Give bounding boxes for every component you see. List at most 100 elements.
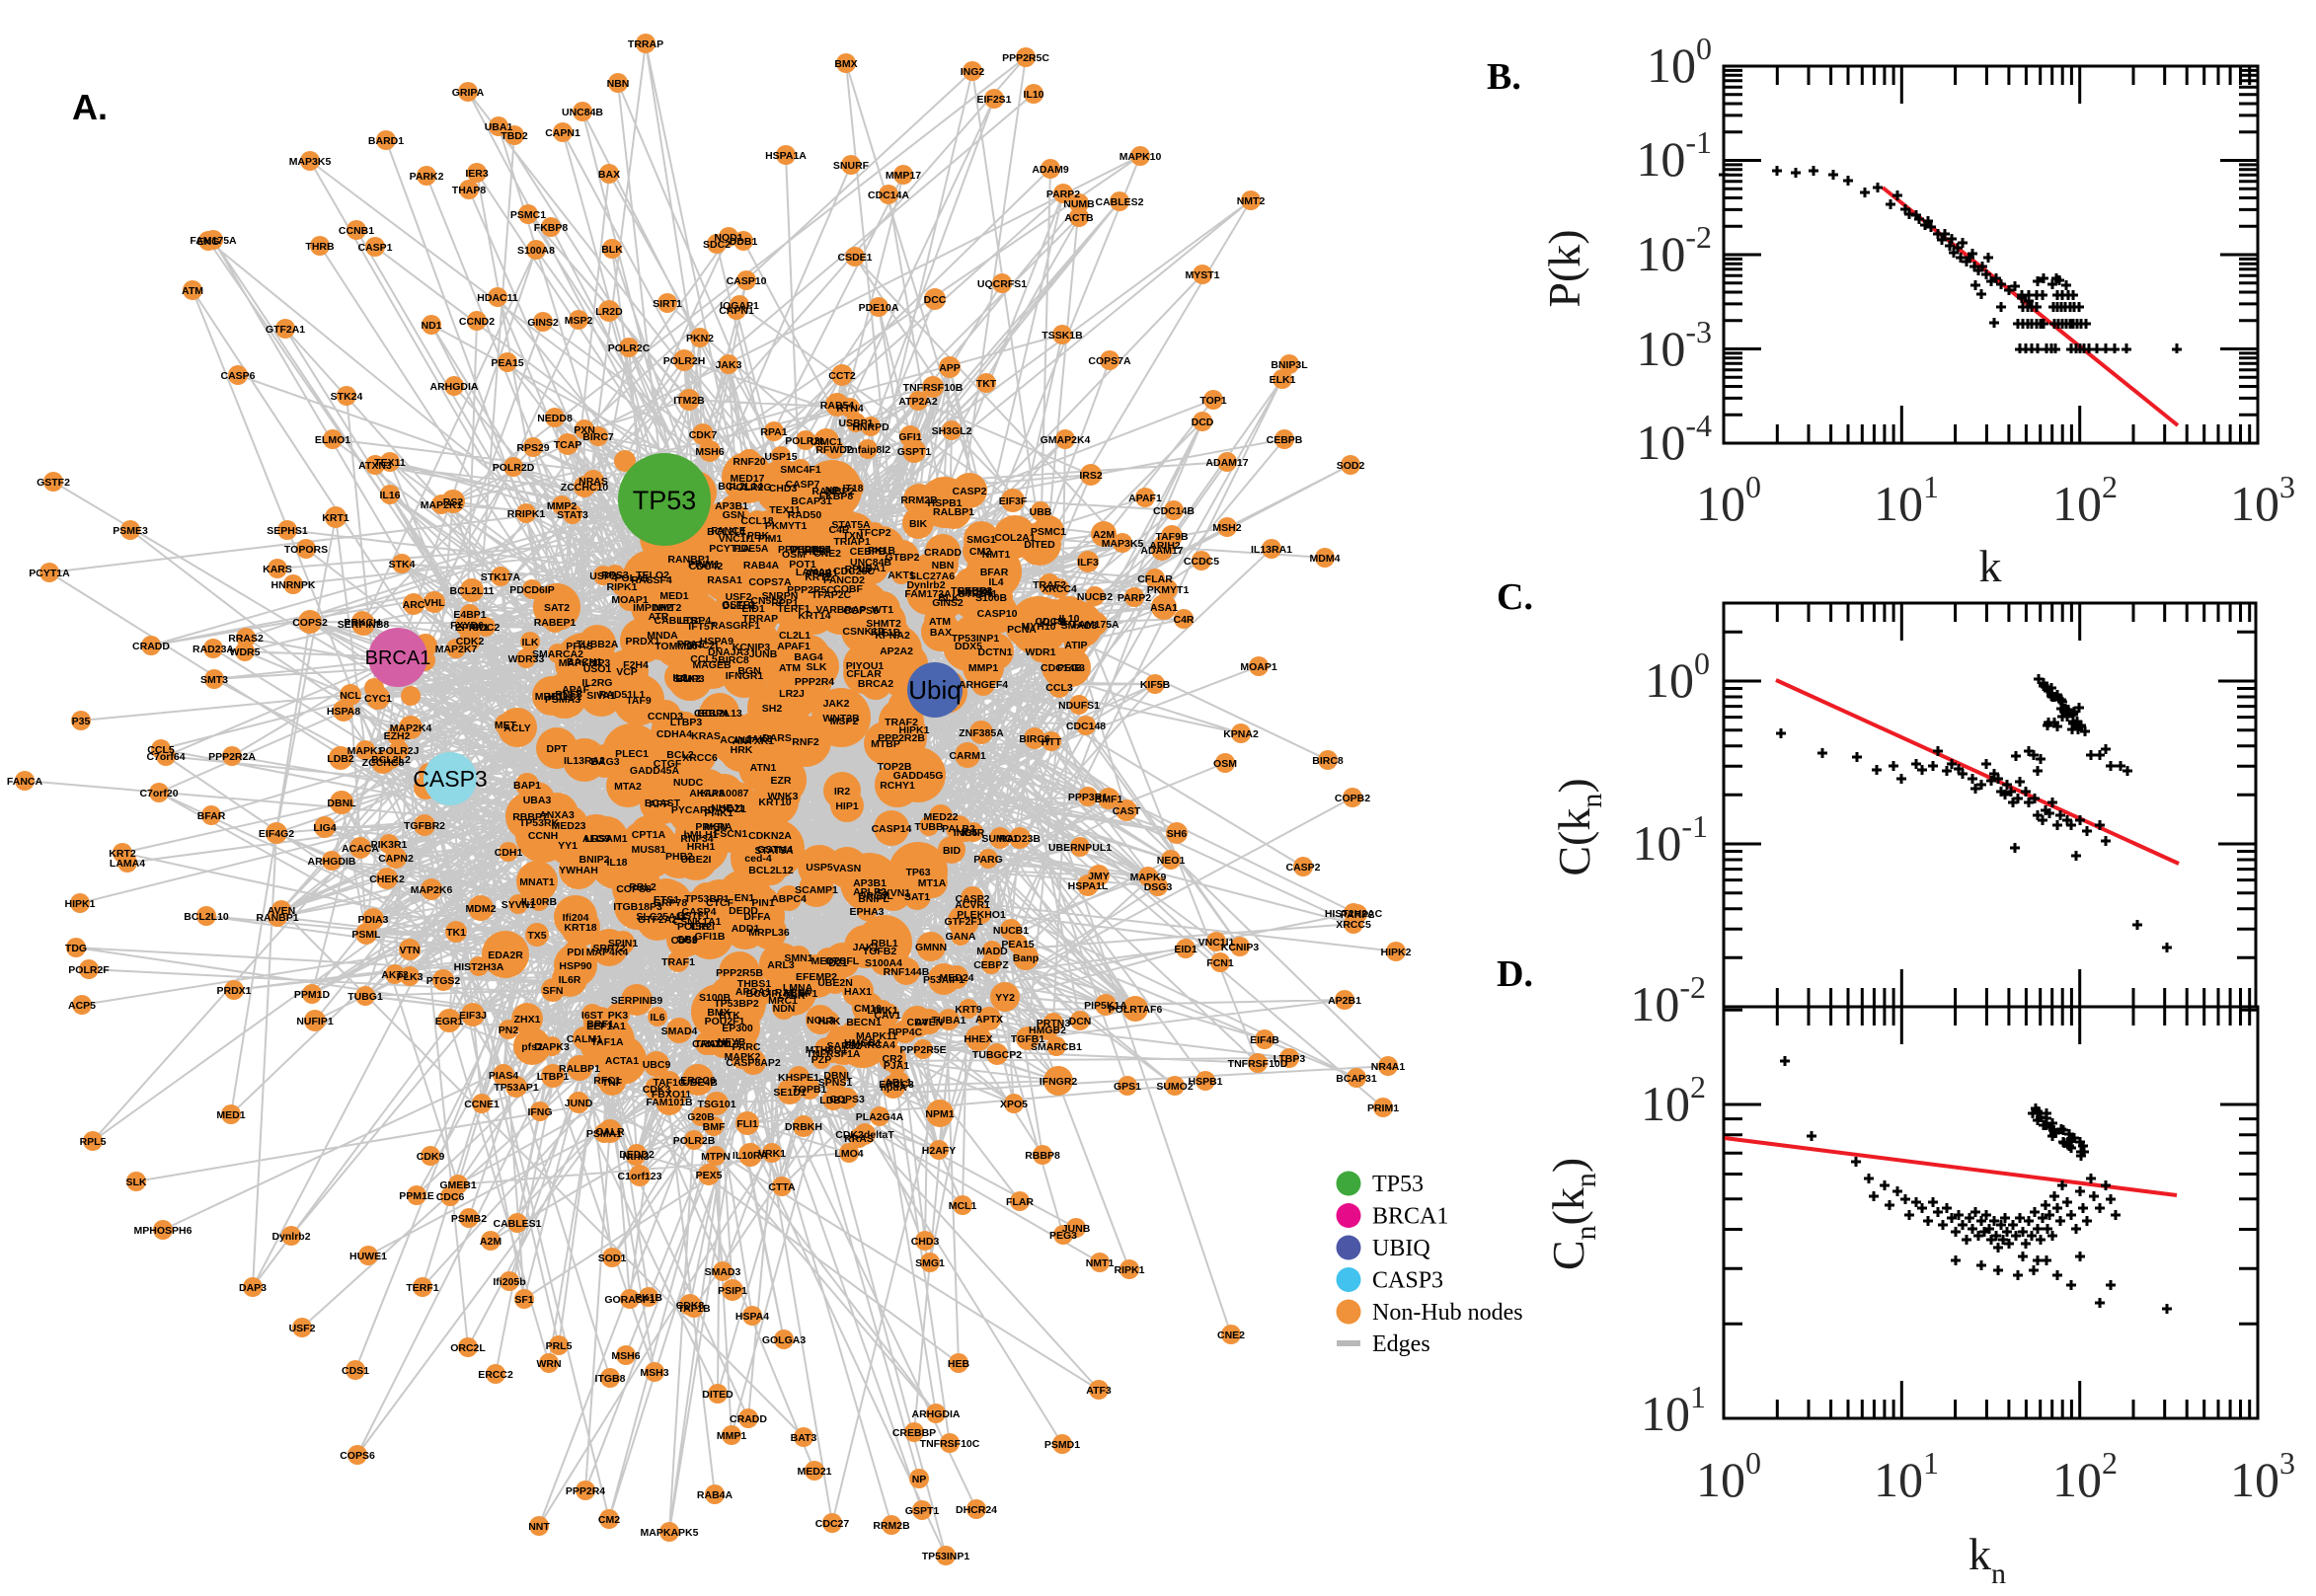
svg-text:B.: B. xyxy=(1487,56,1521,98)
svg-text:DBNL: DBNL xyxy=(327,798,356,809)
svg-text:WDR5: WDR5 xyxy=(230,646,261,658)
svg-text:EZR: EZR xyxy=(771,775,792,787)
svg-text:PPM1E: PPM1E xyxy=(399,1190,434,1202)
svg-text:POLA1: POLA1 xyxy=(614,572,649,584)
svg-text:TRADD: TRADD xyxy=(695,1038,732,1050)
svg-text:SMAD3: SMAD3 xyxy=(1061,620,1098,632)
svg-text:A2M: A2M xyxy=(1093,529,1115,541)
svg-text:JAK1: JAK1 xyxy=(853,942,880,953)
svg-text:MOAP1: MOAP1 xyxy=(1240,661,1277,673)
svg-text:HSPA8: HSPA8 xyxy=(327,706,360,718)
svg-text:YY2: YY2 xyxy=(995,992,1015,1004)
svg-text:G20B: G20B xyxy=(687,1111,715,1123)
svg-text:hMLH1: hMLH1 xyxy=(684,829,719,841)
svg-text:ZNF385A: ZNF385A xyxy=(959,727,1004,739)
svg-text:CNE2: CNE2 xyxy=(813,548,841,560)
svg-text:Edges: Edges xyxy=(1372,1331,1430,1357)
svg-text:TGFB2: TGFB2 xyxy=(863,946,897,957)
svg-text:CDHA4: CDHA4 xyxy=(656,728,692,740)
svg-text:Banp: Banp xyxy=(1013,952,1039,964)
svg-text:TBD2: TBD2 xyxy=(501,130,528,142)
svg-text:MED22: MED22 xyxy=(923,811,958,823)
svg-text:PSIP1: PSIP1 xyxy=(718,1285,747,1297)
svg-text:P(k): P(k) xyxy=(1539,229,1589,307)
svg-text:PPP2R4: PPP2R4 xyxy=(795,676,834,688)
svg-text:PPP2R5C: PPP2R5C xyxy=(1002,52,1049,64)
svg-text:CFLAR: CFLAR xyxy=(1137,573,1173,585)
svg-text:Cn(kn): Cn(kn) xyxy=(1543,1158,1602,1270)
svg-text:COPS6: COPS6 xyxy=(340,1450,375,1462)
svg-text:MADD: MADD xyxy=(976,946,1008,957)
svg-text:BRCA1: BRCA1 xyxy=(1372,1204,1448,1230)
svg-text:POU2F1: POU2F1 xyxy=(705,1016,745,1027)
svg-text:PLA2G4A: PLA2G4A xyxy=(856,1111,904,1123)
svg-text:MET: MET xyxy=(495,720,517,731)
svg-text:IL4R: IL4R xyxy=(963,827,985,839)
svg-text:HMGB1: HMGB1 xyxy=(844,1037,882,1049)
svg-text:RANBP1: RANBP1 xyxy=(667,554,710,566)
svg-text:ING5: ING5 xyxy=(954,827,978,839)
svg-text:MTA2: MTA2 xyxy=(614,781,642,793)
svg-text:PSME3: PSME3 xyxy=(113,525,148,537)
svg-text:BCL2L13: BCL2L13 xyxy=(697,708,742,720)
svg-text:ACVR1: ACVR1 xyxy=(955,899,990,911)
svg-text:PCYT1A: PCYT1A xyxy=(29,568,70,579)
svg-text:TGFBR3: TGFBR3 xyxy=(951,585,992,597)
svg-text:ODZ1: ODZ1 xyxy=(719,803,746,815)
svg-text:ACP5: ACP5 xyxy=(68,1000,96,1012)
svg-text:NP: NP xyxy=(912,1474,927,1485)
svg-text:CCND2: CCND2 xyxy=(459,316,495,328)
svg-text:SH2: SH2 xyxy=(762,703,783,715)
svg-text:CDK9: CDK9 xyxy=(417,1151,445,1163)
svg-text:KCNIP3: KCNIP3 xyxy=(1221,942,1260,953)
svg-text:Dynlrb2: Dynlrb2 xyxy=(271,1231,310,1243)
svg-text:APP: APP xyxy=(939,362,961,374)
svg-text:AVEN: AVEN xyxy=(915,1017,943,1028)
svg-text:MSH2: MSH2 xyxy=(1212,522,1241,534)
svg-text:IQGAP1: IQGAP1 xyxy=(720,300,759,312)
svg-text:LIG4: LIG4 xyxy=(313,822,336,834)
svg-text:MSH6: MSH6 xyxy=(695,446,724,458)
svg-text:BMF: BMF xyxy=(703,1121,726,1133)
svg-text:CDC5L: CDC5L xyxy=(1035,616,1070,628)
svg-text:SIRT1: SIRT1 xyxy=(653,298,682,310)
svg-text:ND1: ND1 xyxy=(421,320,441,332)
svg-text:GTF2A2: GTF2A2 xyxy=(638,914,677,926)
svg-text:SRP72: SRP72 xyxy=(592,943,625,954)
svg-text:DFFA: DFFA xyxy=(743,911,771,923)
svg-text:TDG: TDG xyxy=(65,943,87,954)
svg-text:Ifi205b: Ifi205b xyxy=(493,1276,525,1288)
svg-text:HHEX: HHEX xyxy=(964,1033,992,1045)
svg-text:DRBKH: DRBKH xyxy=(785,1121,822,1133)
svg-text:CSDE1: CSDE1 xyxy=(837,252,872,264)
svg-text:Dynlrb2: Dynlrb2 xyxy=(906,579,945,591)
svg-text:BCAP31: BCAP31 xyxy=(1336,1073,1377,1085)
svg-text:ARHGDIA: ARHGDIA xyxy=(912,1408,961,1420)
svg-text:HRK: HRK xyxy=(818,1016,841,1027)
svg-text:TSG101: TSG101 xyxy=(697,1099,735,1110)
svg-text:CCL5: CCL5 xyxy=(147,744,175,756)
svg-text:I6ST: I6ST xyxy=(581,1010,604,1022)
svg-text:GSTF2: GSTF2 xyxy=(37,477,70,489)
svg-text:CASP2: CASP2 xyxy=(1285,862,1320,874)
svg-text:C1orf123: C1orf123 xyxy=(618,1171,662,1182)
svg-text:GSTM4: GSTM4 xyxy=(757,844,793,856)
svg-text:ILK: ILK xyxy=(522,637,539,648)
svg-text:VCP: VCP xyxy=(616,666,638,678)
svg-text:ATP2A2: ATP2A2 xyxy=(898,396,938,408)
svg-text:BNIP2: BNIP2 xyxy=(579,854,610,866)
svg-text:BAT3: BAT3 xyxy=(791,1432,817,1444)
svg-text:ERCC6: ERCC6 xyxy=(680,1075,716,1087)
svg-text:JAK3: JAK3 xyxy=(746,733,773,745)
svg-text:HEB: HEB xyxy=(805,546,827,558)
svg-text:MDM2: MDM2 xyxy=(466,903,497,915)
svg-text:PKMYT1: PKMYT1 xyxy=(765,520,808,532)
svg-text:DNAJA3: DNAJA3 xyxy=(708,646,749,658)
svg-text:S100B: S100B xyxy=(699,992,732,1004)
svg-text:NUMB: NUMB xyxy=(1063,198,1095,210)
svg-text:100: 100 xyxy=(1696,1445,1761,1507)
svg-text:MAP2K7: MAP2K7 xyxy=(435,644,478,655)
svg-text:FAM175A: FAM175A xyxy=(1072,619,1119,631)
svg-text:TRAF2: TRAF2 xyxy=(1033,579,1066,591)
svg-text:HSPB1: HSPB1 xyxy=(927,497,962,509)
